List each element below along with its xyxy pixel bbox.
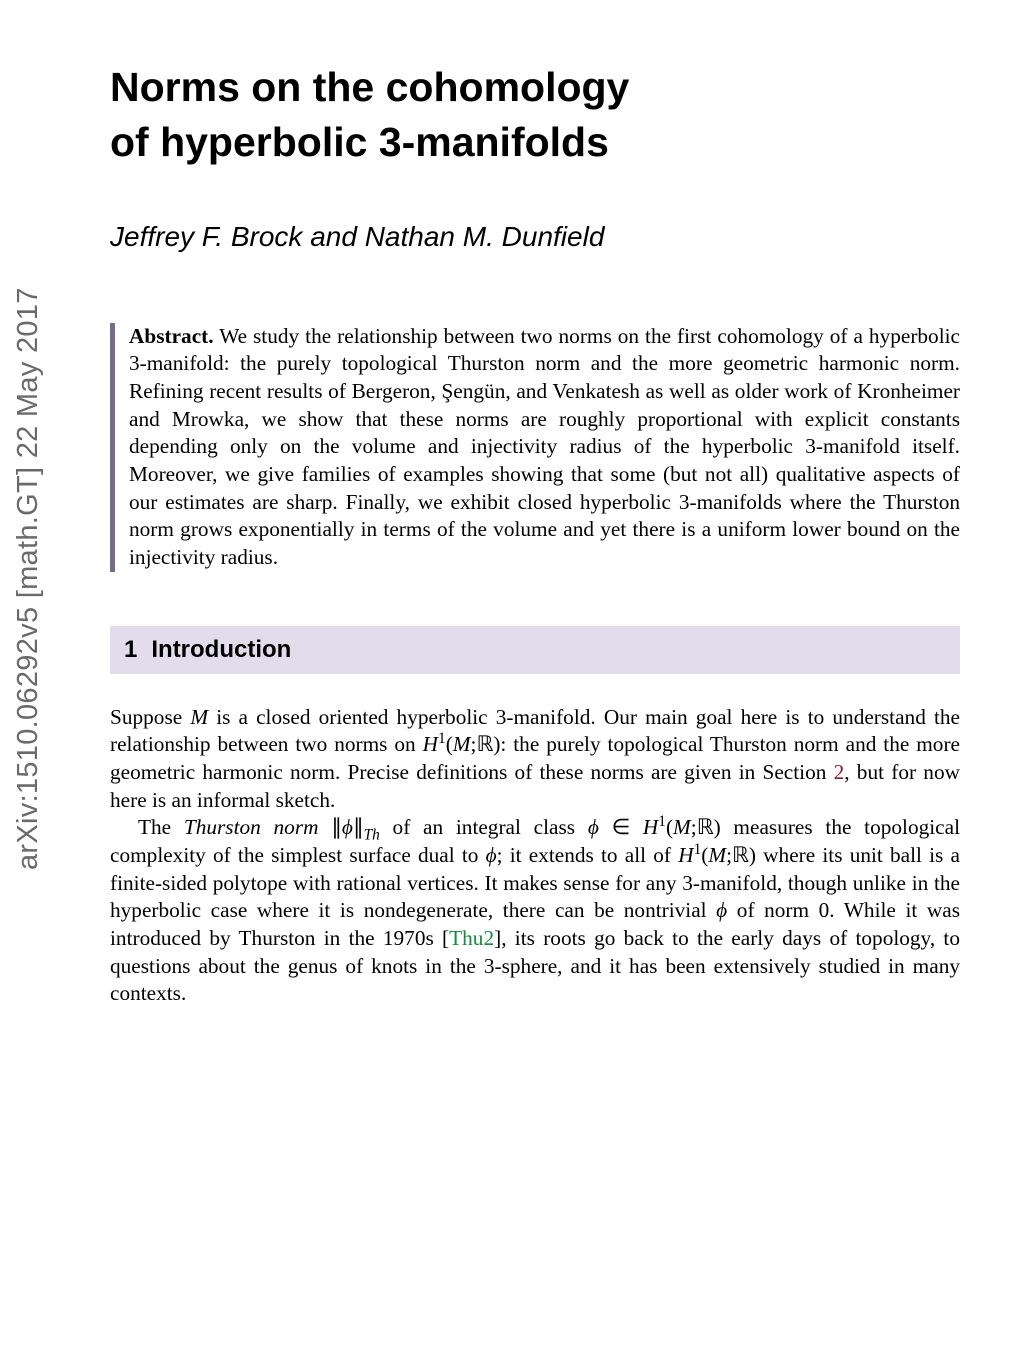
math-M: M bbox=[453, 732, 471, 756]
intro-paragraph-2: The Thurston norm ∥ϕ∥Th of an integral c… bbox=[110, 814, 960, 1008]
section-ref-2[interactable]: 2 bbox=[834, 760, 845, 784]
math-M: M bbox=[190, 705, 208, 729]
text: ( bbox=[666, 815, 673, 839]
paper-title: Norms on the cohomology of hyperbolic 3-… bbox=[110, 60, 960, 171]
math-phi: ϕ bbox=[716, 898, 727, 922]
text: ; it extends to all of bbox=[497, 843, 679, 867]
text: The bbox=[138, 815, 184, 839]
term-thurston-norm: Thurston norm bbox=[184, 815, 319, 839]
subscript-th: Th bbox=[364, 827, 380, 844]
math-M: M bbox=[708, 843, 726, 867]
authors: Jeffrey F. Brock and Nathan M. Dunfield bbox=[110, 221, 960, 253]
math-R: ℝ bbox=[697, 815, 714, 839]
superscript: 1 bbox=[658, 813, 666, 830]
title-line-2: of hyperbolic 3-manifolds bbox=[110, 119, 609, 165]
math-H: H bbox=[643, 815, 658, 839]
section-heading: 1 Introduction bbox=[110, 626, 960, 674]
math-H: H bbox=[678, 843, 693, 867]
text: of an integral class bbox=[380, 815, 588, 839]
text: ) bbox=[749, 843, 756, 867]
abstract-block: Abstract. We study the relationship betw… bbox=[110, 323, 960, 572]
abstract-body: We study the relationship between two no… bbox=[129, 324, 960, 569]
math-phi: ϕ bbox=[342, 815, 353, 839]
title-line-1: Norms on the cohomology bbox=[110, 64, 629, 110]
section-number: 1 bbox=[124, 636, 137, 663]
math-phi: ϕ bbox=[486, 843, 497, 867]
math-M: M bbox=[673, 815, 691, 839]
math-R: ℝ bbox=[732, 843, 749, 867]
page-content: Norms on the cohomology of hyperbolic 3-… bbox=[110, 60, 960, 1008]
math-R: ℝ bbox=[476, 732, 493, 756]
abstract-text: Abstract. We study the relationship betw… bbox=[129, 323, 960, 572]
text: Suppose bbox=[110, 705, 190, 729]
arxiv-identifier: arXiv:1510.06292v5 [math.GT] 22 May 2017 bbox=[12, 287, 45, 870]
math-phi: ϕ bbox=[588, 815, 599, 839]
text: ∈ bbox=[599, 815, 643, 839]
text: ) bbox=[714, 815, 721, 839]
text bbox=[319, 815, 332, 839]
text: ( bbox=[446, 732, 453, 756]
norm-delim: ∥ bbox=[331, 815, 342, 839]
superscript: 1 bbox=[438, 730, 446, 747]
norm-delim: ∥ bbox=[353, 815, 364, 839]
intro-paragraph-1: Suppose M is a closed oriented hyperboli… bbox=[110, 704, 960, 815]
math-H: H bbox=[423, 732, 438, 756]
abstract-label: Abstract. bbox=[129, 324, 214, 348]
section-title: Introduction bbox=[151, 636, 291, 663]
citation-thu2[interactable]: Thu2 bbox=[449, 926, 494, 950]
